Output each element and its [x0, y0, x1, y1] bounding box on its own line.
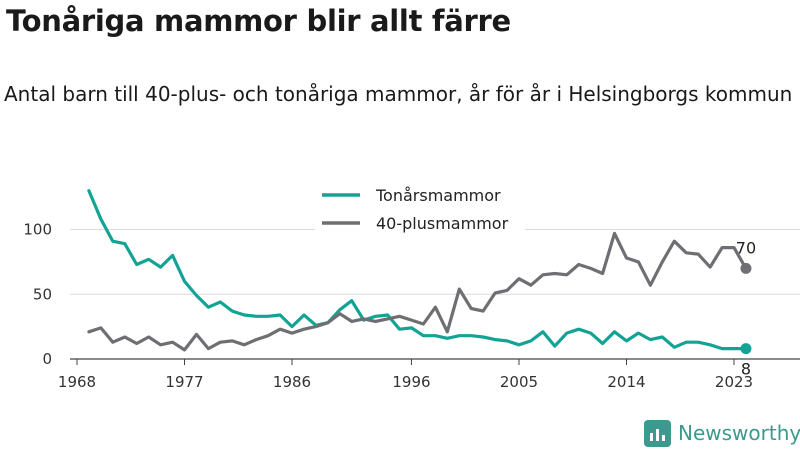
- y-axis-ticks: 0 50 100: [23, 221, 52, 369]
- series-line-40-plusmammor: [87, 231, 748, 352]
- legend-background: [315, 180, 525, 237]
- end-value-label: 70: [736, 238, 756, 257]
- x-axis-ticks: 1968 1977 1986 1996 2005 2014 2023: [58, 359, 753, 391]
- end-labels: 8 70: [736, 238, 756, 378]
- newsworthy-logo-text: Newsworthy: [678, 421, 800, 445]
- legend-label: Tonårsmammor: [375, 186, 501, 205]
- end-point: [740, 343, 752, 355]
- chart-subtitle: Antal barn till 40-plus- och tonåriga ma…: [4, 82, 793, 106]
- y-tick-label: 0: [42, 350, 52, 368]
- newsworthy-logo-icon: [644, 419, 671, 447]
- x-tick-label: 2014: [607, 373, 645, 391]
- chart-title: Tonåriga mammor blir allt färre: [6, 4, 511, 38]
- legend: Tonårsmammor 40-plusmammor: [315, 180, 525, 237]
- end-point: [740, 262, 752, 274]
- x-tick-label: 2023: [715, 373, 753, 391]
- y-tick-label: 100: [23, 221, 52, 239]
- x-tick-label: 1968: [58, 373, 96, 391]
- y-tick-label: 50: [33, 285, 52, 303]
- x-tick-label: 1986: [273, 373, 311, 391]
- x-tick-label: 1977: [165, 373, 203, 391]
- legend-label: 40-plusmammor: [376, 214, 509, 233]
- x-tick-label: 2005: [500, 373, 538, 391]
- x-tick-label: 1996: [392, 373, 430, 391]
- end-value-label: 8: [741, 360, 751, 379]
- gridlines: [70, 229, 800, 360]
- series-line-tonarsmammor: [87, 189, 748, 351]
- newsworthy-logo: Newsworthy: [644, 418, 800, 448]
- series-lines: [87, 189, 748, 352]
